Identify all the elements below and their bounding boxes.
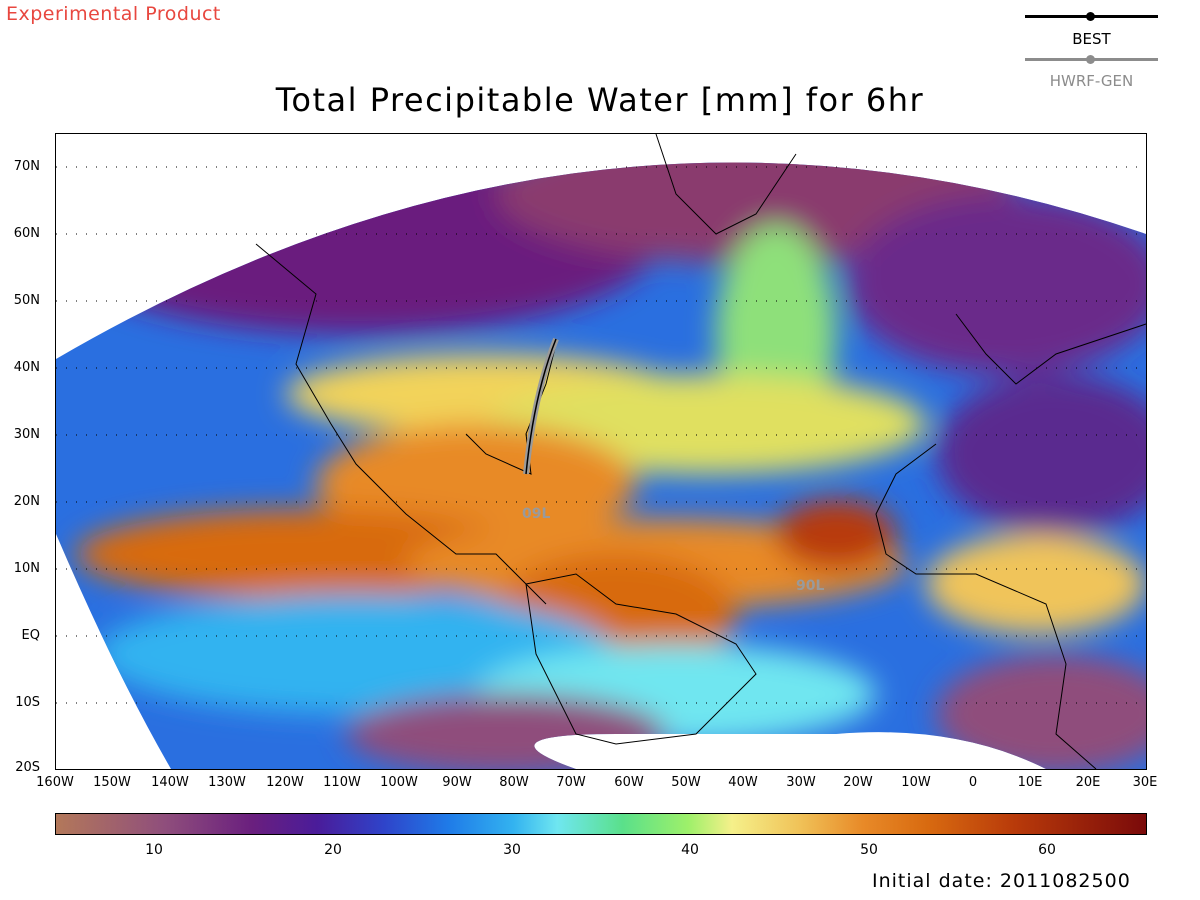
lon-label: 70W — [541, 775, 601, 790]
lat-label: 50N — [0, 293, 40, 308]
lon-label: 10E — [1000, 775, 1060, 790]
lat-label: 30N — [0, 427, 40, 442]
colorbar-tick: 40 — [670, 842, 710, 858]
storm-90l-label: 90L — [796, 578, 824, 594]
lon-label: 20W — [828, 775, 888, 790]
page-title: Total Precipitable Water [mm] for 6hr — [0, 81, 1200, 119]
lon-label: 30E — [1115, 775, 1175, 790]
lon-label: 30W — [771, 775, 831, 790]
track-legend: BEST HWRF-GEN — [1025, 6, 1158, 90]
lat-label: 10S — [0, 695, 40, 710]
lat-label: 20S — [0, 760, 40, 775]
lon-label: 150W — [82, 775, 142, 790]
colorbar-tick: 30 — [492, 842, 532, 858]
lat-label: EQ — [0, 628, 40, 643]
colorbar-tick: 50 — [849, 842, 889, 858]
experimental-product-label: Experimental Product — [6, 3, 221, 25]
lon-label: 0 — [943, 775, 1003, 790]
lat-label: 10N — [0, 561, 40, 576]
lat-label: 40N — [0, 360, 40, 375]
lon-label: 110W — [312, 775, 372, 790]
lat-label: 60N — [0, 226, 40, 241]
map-canvas: 09L 90L — [56, 134, 1146, 769]
lon-label: 100W — [369, 775, 429, 790]
lon-label: 40W — [713, 775, 773, 790]
initial-date-label: Initial date: 2011082500 — [872, 870, 1131, 892]
best-track-label: BEST — [1025, 30, 1158, 48]
lon-label: 50W — [656, 775, 716, 790]
lon-label: 160W — [25, 775, 85, 790]
lon-label: 20E — [1058, 775, 1118, 790]
lon-label: 140W — [140, 775, 200, 790]
lat-label: 70N — [0, 159, 40, 174]
lon-label: 80W — [484, 775, 544, 790]
lat-label: 20N — [0, 494, 40, 509]
hwrf-track-dot — [1086, 55, 1095, 64]
storm-09l-label: 09L — [522, 506, 550, 522]
best-track-dot — [1086, 12, 1095, 21]
lon-label: 130W — [197, 775, 257, 790]
colorbar-tick: 60 — [1027, 842, 1067, 858]
colorbar-tick: 20 — [313, 842, 353, 858]
colorbar-tick: 10 — [134, 842, 174, 858]
colorbar — [55, 813, 1147, 835]
lon-label: 90W — [427, 775, 487, 790]
lon-label: 60W — [599, 775, 659, 790]
lon-label: 10W — [886, 775, 946, 790]
precipitable-water-map: 09L 90L — [55, 133, 1147, 770]
lon-label: 120W — [255, 775, 315, 790]
